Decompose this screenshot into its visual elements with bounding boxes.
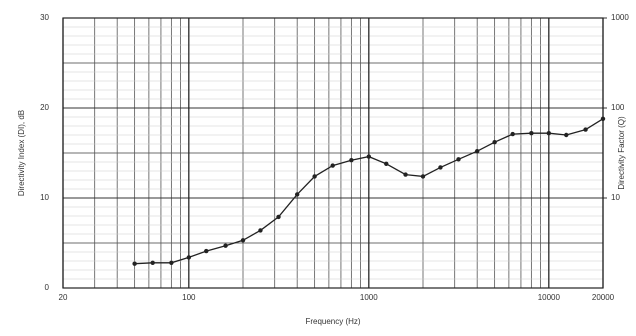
x-tick-label: 10000 — [538, 293, 561, 302]
data-point — [438, 165, 443, 170]
data-point — [349, 158, 354, 163]
data-point — [258, 228, 263, 233]
data-point — [169, 260, 174, 265]
data-point — [403, 172, 408, 177]
data-point — [294, 192, 300, 197]
data-point — [456, 157, 461, 162]
y-tick-label: 10 — [40, 193, 49, 202]
data-point — [546, 131, 552, 136]
data-point — [420, 174, 426, 179]
data-point — [186, 255, 192, 260]
data-point — [583, 127, 588, 132]
data-point — [474, 149, 480, 154]
x-tick-label: 1000 — [360, 293, 378, 302]
y2-axis-label: Directivity Factor (Q) — [617, 116, 626, 190]
data-point — [132, 261, 137, 266]
data-point — [240, 238, 246, 243]
x-tick-label: 20 — [59, 293, 68, 302]
data-point — [366, 154, 372, 159]
data-point — [276, 214, 281, 220]
data-point — [492, 140, 497, 145]
data-point — [204, 248, 209, 254]
x-tick-label: 20000 — [592, 293, 615, 302]
data-point — [312, 174, 317, 179]
y-axis-label: Directivity Index (DI), dB — [17, 110, 26, 196]
data-point — [223, 243, 228, 248]
y2-tick-label: 1000 — [611, 13, 629, 22]
y2-tick-label: 100 — [611, 103, 625, 112]
y2-tick-label: 10 — [611, 193, 620, 202]
plot-frame — [62, 17, 604, 289]
x-axis-label: Frequency (Hz) — [305, 317, 360, 326]
data-point — [600, 116, 606, 122]
data-point — [384, 161, 389, 166]
y-tick-label: 0 — [45, 283, 50, 292]
data-point — [150, 260, 155, 265]
data-point — [564, 132, 569, 138]
data-point — [330, 163, 335, 168]
y-tick-label: 20 — [40, 103, 49, 112]
data-point — [529, 131, 534, 136]
data-point — [510, 131, 515, 137]
x-tick-label: 100 — [182, 293, 196, 302]
y-tick-label: 30 — [40, 13, 49, 22]
